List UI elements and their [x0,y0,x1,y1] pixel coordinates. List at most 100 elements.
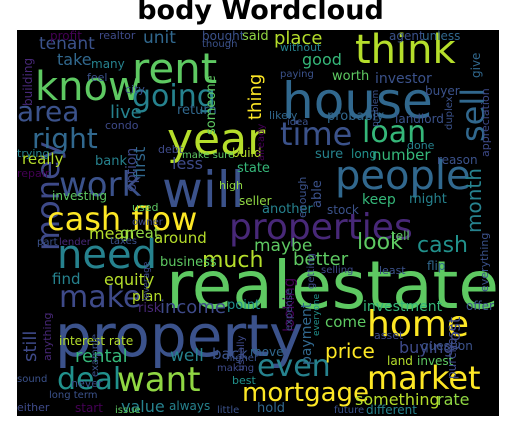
word-sure: sure [315,147,344,162]
word-make: make [59,280,142,315]
word-properties: properties [229,207,413,248]
word-equity: equity [104,270,155,289]
word-everything: everything [478,232,491,292]
word-find: find [52,270,81,288]
word-investor: investor [375,71,432,87]
word-higher: higher [226,353,259,364]
word-work: work [59,165,142,205]
word-realtor: realtor [99,30,136,42]
word-know: know [35,64,141,110]
word-time: time [280,115,353,153]
word-issue: issue [115,405,141,416]
word-purchase: purchase [445,323,459,379]
word-great: great [120,224,160,242]
wordcloud-title: body Wordcloud [137,0,384,26]
word-people: people [335,153,471,199]
word-home: home [367,304,470,345]
word-month: month [462,168,486,233]
word-enough: enough [296,176,309,219]
word-little: little [217,405,240,416]
word-cash-flow: cash flow [47,200,198,238]
word-reason: reason [437,153,478,167]
word-property: property [55,302,304,370]
word-always: always [169,399,211,413]
word-long: long [351,147,377,161]
word-part: part [37,237,58,248]
word-income: income [160,297,226,318]
word-live: live [110,102,142,123]
word-make-sure: make sure [182,150,235,161]
word-feel: feel [87,71,108,84]
word-best: best [232,374,256,387]
word-maybe: maybe [254,236,313,256]
word-condo: condo [105,119,139,132]
word-still: still [20,330,41,363]
word-even: even [257,349,331,384]
word-everyone: everyone [312,293,322,336]
word-well: well [170,346,204,366]
word-good: good [302,50,342,69]
word-already: already [256,123,267,161]
word-build: build [232,146,262,160]
word-area: area [17,95,80,128]
word-need: need [57,232,157,278]
word-option: option [124,147,140,192]
word-move: move [250,345,284,359]
word-tell: tell [391,229,410,243]
word-take: take [57,50,92,69]
word-investment: investment [363,299,443,315]
word-making: making [217,363,255,374]
word-idea: idea [287,117,309,128]
word-think: think [355,30,456,73]
word-high: high [219,179,243,192]
word-owner: owner [132,217,163,228]
word-number: number [372,146,431,164]
word-city: city [125,83,145,96]
wordcloud-canvas: realestate property house will year people ren… [17,30,499,416]
word-question: question [421,339,473,353]
word-lender: lender [59,237,91,248]
word-another: another [262,202,313,217]
word-something: something [355,390,440,409]
word-problem: problem [371,89,381,127]
word-tenant: tenant [39,34,95,54]
word-market: market [367,359,481,397]
word-stock: stock [327,203,359,217]
word-taxes: taxes [110,236,138,247]
word-business: business [160,255,217,270]
word-either: either [17,401,50,414]
word-landlord: landlord [395,112,444,126]
word-invest: invest [417,354,454,368]
word-realestate: realestate [166,247,499,324]
word-buyer: buyer [425,84,460,98]
word-land: land [387,354,413,368]
word-many: many [91,57,125,71]
word-mean: mean [89,224,135,243]
word-building: building [21,57,35,106]
word-rent: rent [132,44,218,93]
word-unless: unless [422,30,461,43]
word-duplex: duplex [444,96,455,130]
word-back: back [212,345,248,363]
word-without: without [280,41,322,54]
word-bank: bank [95,154,127,169]
word-rate: rate [437,390,470,409]
word-mortgage: mortgage [242,378,370,408]
word-risk: risk [138,301,162,316]
word-though: though [202,39,238,50]
word-right: right [32,122,98,155]
word-look: look [357,230,403,255]
word-will: will [162,161,245,219]
word-keep: keep [362,192,396,208]
word-really: really [22,150,64,168]
word-place: place [274,30,323,49]
word-might: might [409,192,447,207]
word-paying: paying [280,69,314,80]
word-usually: usually [236,335,247,371]
word-asset: asset [374,329,404,342]
word-state: state [237,161,270,176]
word-rental: rental [75,346,128,367]
word-want: want [117,360,201,400]
word-bought: bought [202,30,245,43]
word-selling: selling [321,265,354,276]
